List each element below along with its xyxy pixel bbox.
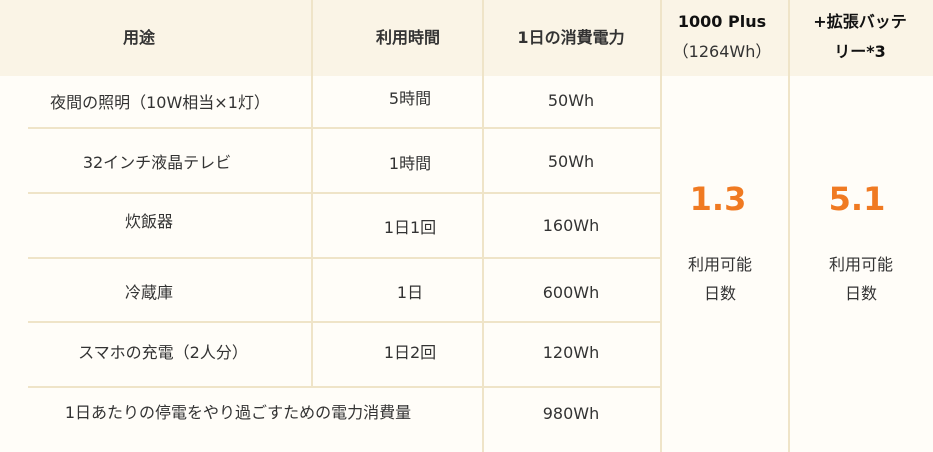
header-plus-capacity: （1264Wh）	[672, 42, 772, 61]
row-usage: 炊飯器	[124, 212, 174, 231]
divider	[482, 0, 484, 452]
row-power: 50Wh	[547, 91, 595, 110]
header-time: 利用時間	[375, 28, 441, 47]
header-ext-line2: リー*3	[834, 42, 886, 61]
plus-days-label-1: 利用可能	[687, 255, 753, 274]
row-divider	[28, 192, 661, 194]
row-power: 160Wh	[542, 216, 600, 235]
row-usage: 夜間の照明（10W相当×1灯）	[50, 93, 270, 112]
header-daily-power: 1日の消費電力	[517, 28, 625, 47]
row-time: 1時間	[388, 154, 432, 173]
plus-days-value: 1.3	[689, 180, 747, 218]
row-divider	[28, 127, 661, 129]
row-usage: 冷蔵庫	[124, 283, 174, 302]
row-usage: 32インチ液晶テレビ	[82, 153, 232, 172]
ext-days-label-1: 利用可能	[828, 255, 894, 274]
row-time: 1日2回	[383, 343, 437, 362]
row-divider	[28, 321, 661, 323]
divider	[788, 0, 790, 452]
ext-days-value: 5.1	[828, 180, 886, 218]
total-power: 980Wh	[542, 404, 600, 423]
row-power: 50Wh	[547, 152, 595, 171]
row-power: 600Wh	[542, 283, 600, 302]
row-power: 120Wh	[542, 343, 600, 362]
row-time: 5時間	[388, 89, 432, 108]
row-divider	[28, 257, 661, 259]
plus-days-label-2: 日数	[703, 284, 737, 303]
total-label: 1日あたりの停電をやり過ごすための電力消費量	[64, 403, 412, 422]
header-usage: 用途	[122, 28, 156, 47]
row-divider	[28, 386, 661, 388]
row-time: 1日	[396, 283, 424, 302]
divider	[660, 0, 662, 452]
table-header	[0, 0, 933, 76]
header-ext-line1: +拡張バッテ	[813, 12, 907, 31]
row-usage: スマホの充電（2人分）	[78, 343, 248, 362]
header-plus-title: 1000 Plus	[677, 12, 767, 31]
row-time: 1日1回	[383, 218, 437, 237]
ext-days-label-2: 日数	[844, 284, 878, 303]
